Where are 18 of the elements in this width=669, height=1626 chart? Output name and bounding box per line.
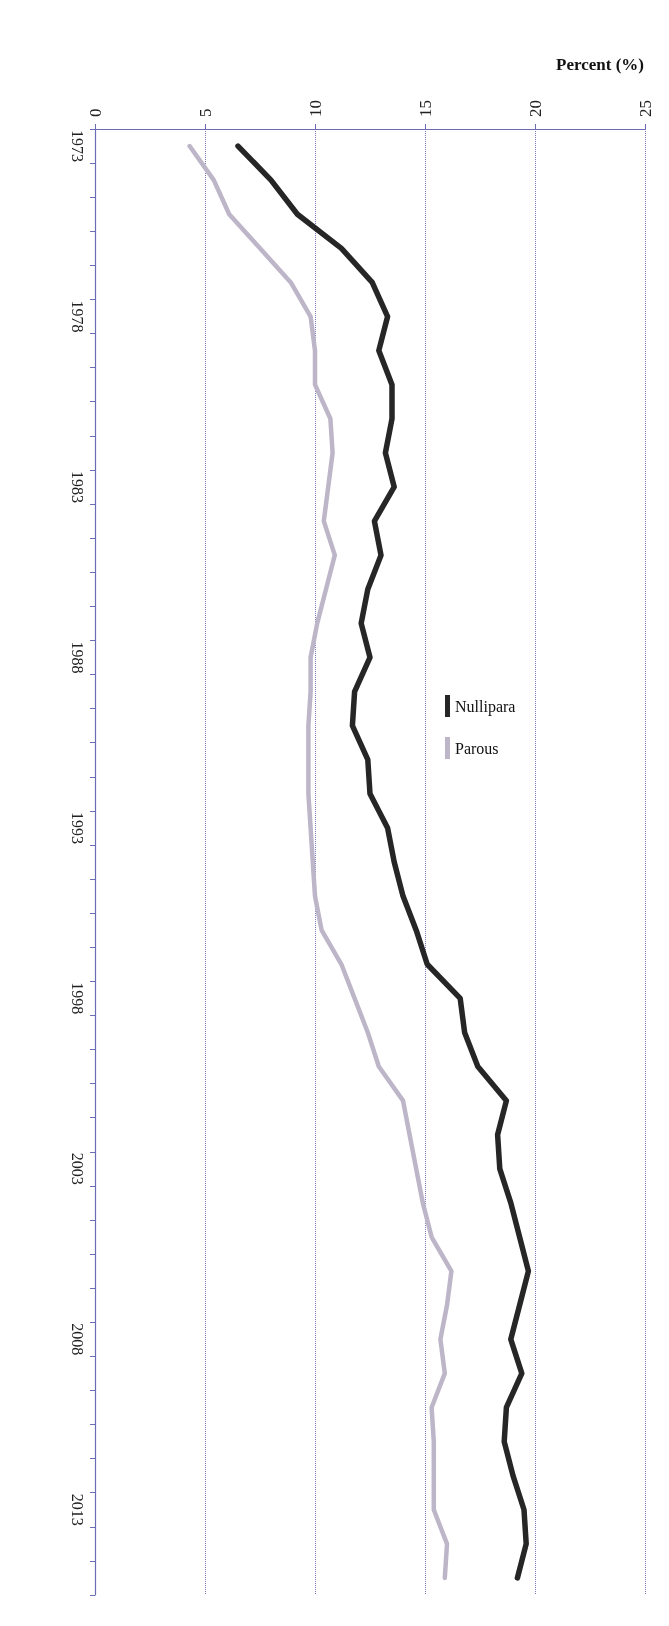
legend-label: Nullipara — [455, 697, 516, 716]
y-tick-label: 1988 — [68, 641, 86, 674]
x-tick-label: 25 — [635, 100, 655, 117]
x-tick-label: 0 — [85, 108, 105, 117]
y-tick-label: 1993 — [68, 811, 86, 844]
x-tick-label: 5 — [195, 108, 215, 117]
x-tick-label: 15 — [415, 100, 435, 117]
y-tick-label: 2013 — [68, 1493, 86, 1526]
x-tick-label: 10 — [305, 100, 325, 117]
x-tick-label: 20 — [525, 100, 545, 117]
y-tick-label: 1998 — [68, 982, 86, 1015]
y-tick-label: 2003 — [68, 1152, 86, 1185]
y-tick-label: 1983 — [68, 470, 86, 503]
y-tick-label: 1978 — [68, 300, 86, 333]
y-tick-label: 2008 — [68, 1323, 86, 1356]
legend-label: Parous — [455, 739, 499, 757]
y-tick-label: 1973 — [68, 130, 86, 163]
x-axis-title: Percent (%) — [556, 54, 644, 74]
